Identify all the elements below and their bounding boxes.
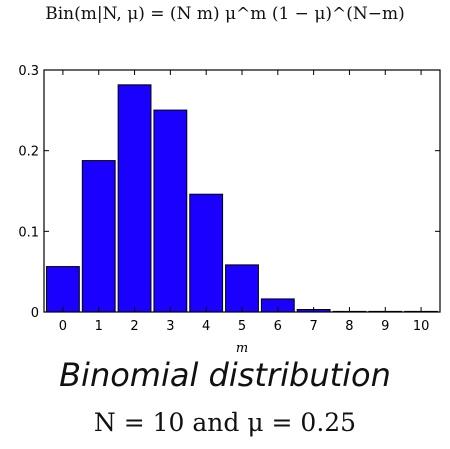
x-tick-label: 3 — [166, 319, 174, 334]
formula: Bin(m|N, μ) = (N m) μ^m (1 − μ)^(N−m) — [45, 4, 405, 24]
y-tick-label: 0 — [31, 306, 39, 321]
x-tick-label: 10 — [413, 319, 430, 334]
bar-1 — [81, 160, 116, 313]
bar-5 — [225, 264, 259, 313]
x-tick-label: 2 — [130, 319, 138, 334]
x-tick-labels: 0 1 2 3 4 5 6 7 8 9 10 — [59, 70, 430, 334]
x-tick-label: 0 — [59, 319, 67, 334]
x-tick-label: 8 — [345, 319, 353, 334]
bar-0 — [46, 266, 80, 313]
x-tick-label: 4 — [202, 319, 210, 334]
x-tick-label: 6 — [274, 319, 282, 334]
x-tick-label: 1 — [95, 319, 103, 334]
bar-2 — [117, 84, 152, 313]
chart-subtitle: N = 10 and μ = 0.25 — [93, 408, 357, 437]
x-tick-label: 7 — [309, 319, 317, 334]
plot-frame — [43, 69, 441, 313]
x-axis-label: m — [236, 341, 248, 356]
x-tick-label: 9 — [381, 319, 389, 334]
bar-3 — [153, 109, 188, 313]
bar-4 — [189, 193, 224, 313]
y-tick-label: 0.1 — [18, 225, 39, 240]
chart-title: Binomial distribution — [59, 356, 391, 394]
x-tick-label: 5 — [238, 319, 246, 334]
y-tick-label: 0.2 — [18, 145, 39, 160]
y-tick-label: 0.3 — [18, 64, 39, 79]
bars-group — [46, 84, 438, 313]
